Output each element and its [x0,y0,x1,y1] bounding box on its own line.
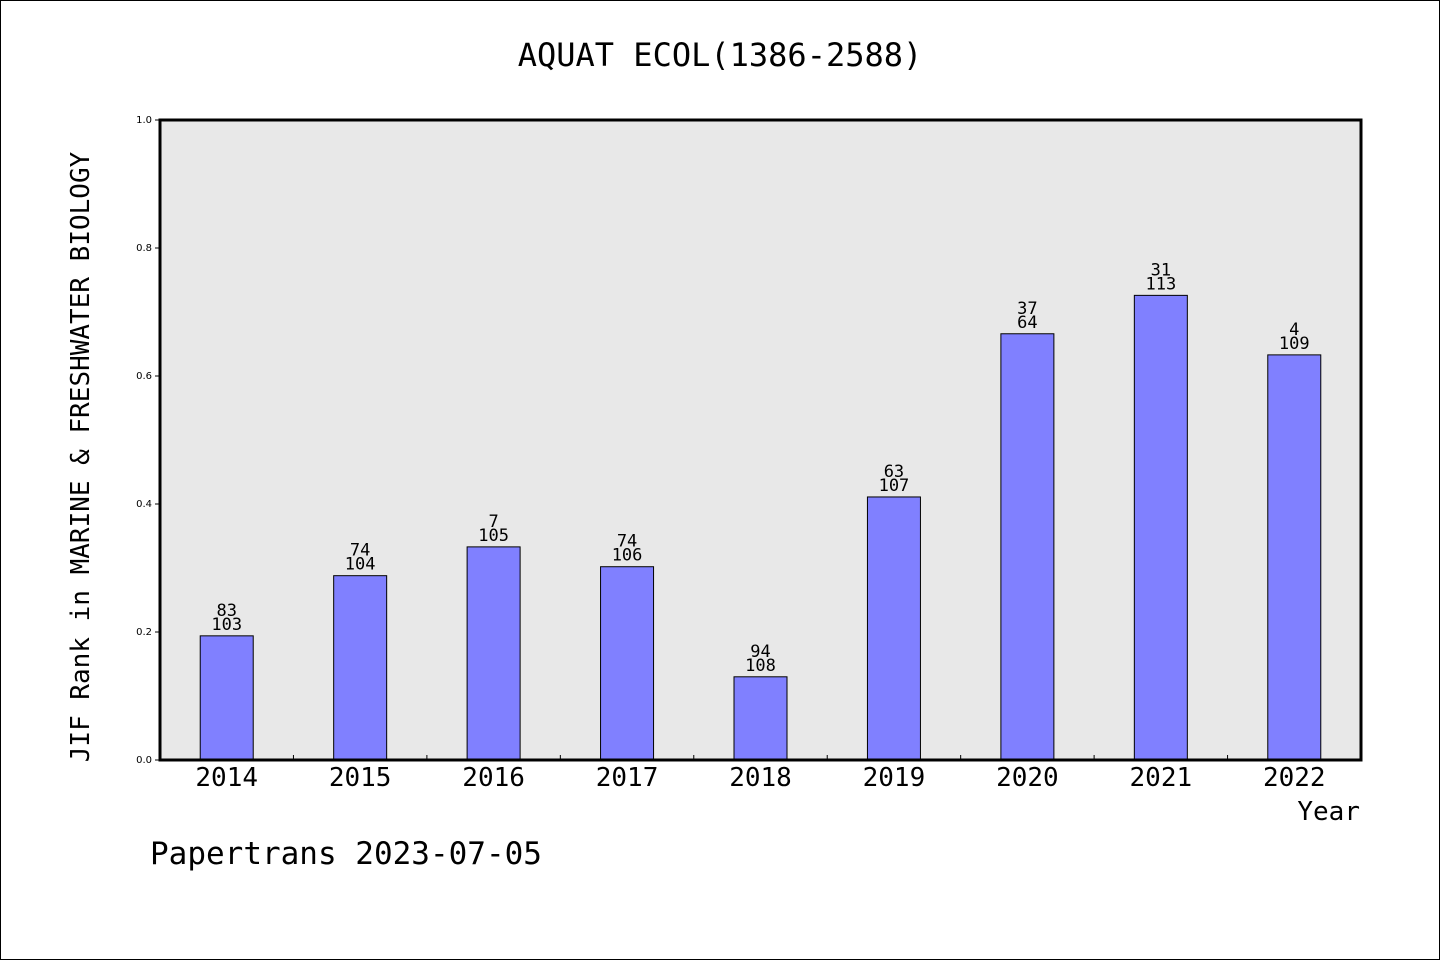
total-label-2019: 107 [879,476,910,496]
total-label-2015: 104 [345,555,376,575]
bar-2019 [866,496,921,761]
x-tick-label-2017: 2017 [596,763,659,793]
x-tick-label-2016: 2016 [462,763,525,793]
bar-2018 [733,676,788,761]
x-tick-label-2021: 2021 [1130,763,1193,793]
bar-2021 [1133,294,1188,761]
y-tick-label: 1.0 [136,115,152,126]
rank-label-2014: 83 [216,601,236,621]
bar-2017 [600,566,655,761]
y-axis-label: JIF Rank in MARINE & FRESHWATER BIOLOGY [66,151,96,762]
x-tick-label-2019: 2019 [863,763,926,793]
y-tick-label: 0.2 [136,627,152,638]
bar-2020 [1000,333,1055,761]
plot-border [158,118,1363,762]
y-tick-label: 0.0 [136,755,152,766]
rank-label-2020: 37 [1017,299,1037,319]
total-label-2016: 105 [478,526,509,546]
total-label-2022: 109 [1279,334,1310,354]
rank-label-2016: 7 [488,512,498,532]
total-label-2018: 108 [745,656,776,676]
x-tick-label-2015: 2015 [329,763,392,793]
rank-label-2018: 94 [750,642,770,662]
x-tick-label-2022: 2022 [1263,763,1326,793]
bar-2015 [333,575,388,761]
rank-label-2019: 63 [884,462,904,482]
bar-2014 [199,635,254,761]
chart-title: AQUAT ECOL(1386-2588) [518,36,923,74]
bar-2016 [466,546,521,761]
total-label-2021: 113 [1145,274,1176,294]
y-axis-ticks: 0.0 0.2 0.4 0.6 0.8 1.0 [136,115,160,766]
rank-label-2017: 74 [617,532,637,552]
bars [199,294,1322,761]
total-label-2017: 106 [612,546,643,566]
total-label-2020: 64 [1017,313,1037,333]
footer-credit: Papertrans 2023-07-05 [150,836,542,872]
rank-label-2022: 4 [1289,320,1299,340]
total-label-2014: 103 [211,615,242,635]
rank-label-2015: 74 [350,541,370,561]
y-tick-label: 0.8 [136,243,152,254]
y-tick-label: 0.4 [136,499,152,510]
x-tick-label-2018: 2018 [729,763,792,793]
x-tick-label-2014: 2014 [195,763,258,793]
rank-label-2021: 31 [1151,260,1171,280]
x-axis-label: Year [1297,797,1360,827]
x-tick-label-2020: 2020 [996,763,1059,793]
x-axis-ticks: 2014 2015 2016 2017 2018 2019 2020 2021 2022 [195,755,1326,793]
bar-2022 [1267,354,1322,761]
y-tick-label: 0.6 [136,371,152,382]
